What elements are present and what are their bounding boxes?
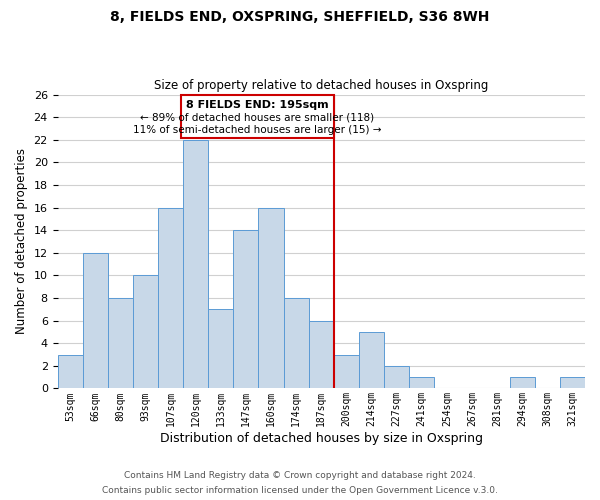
Text: 8, FIELDS END, OXSPRING, SHEFFIELD, S36 8WH: 8, FIELDS END, OXSPRING, SHEFFIELD, S36 … <box>110 10 490 24</box>
Bar <box>158 208 183 388</box>
Bar <box>284 298 309 388</box>
Bar <box>334 354 359 388</box>
Bar <box>259 208 284 388</box>
Bar <box>409 377 434 388</box>
Bar <box>384 366 409 388</box>
Bar <box>233 230 259 388</box>
Bar <box>108 298 133 388</box>
Bar <box>359 332 384 388</box>
Title: Size of property relative to detached houses in Oxspring: Size of property relative to detached ho… <box>154 79 488 92</box>
X-axis label: Distribution of detached houses by size in Oxspring: Distribution of detached houses by size … <box>160 432 483 445</box>
Text: 8 FIELDS END: 195sqm: 8 FIELDS END: 195sqm <box>186 100 329 110</box>
Bar <box>309 320 334 388</box>
Bar <box>133 276 158 388</box>
Bar <box>83 253 108 388</box>
Text: ← 89% of detached houses are smaller (118): ← 89% of detached houses are smaller (11… <box>140 112 374 122</box>
Bar <box>560 377 585 388</box>
Bar <box>183 140 208 388</box>
Bar <box>58 354 83 388</box>
FancyBboxPatch shape <box>181 94 334 138</box>
Bar <box>509 377 535 388</box>
Text: Contains HM Land Registry data © Crown copyright and database right 2024.: Contains HM Land Registry data © Crown c… <box>124 471 476 480</box>
Y-axis label: Number of detached properties: Number of detached properties <box>15 148 28 334</box>
Text: 11% of semi-detached houses are larger (15) →: 11% of semi-detached houses are larger (… <box>133 125 382 135</box>
Text: Contains public sector information licensed under the Open Government Licence v.: Contains public sector information licen… <box>102 486 498 495</box>
Bar <box>208 310 233 388</box>
